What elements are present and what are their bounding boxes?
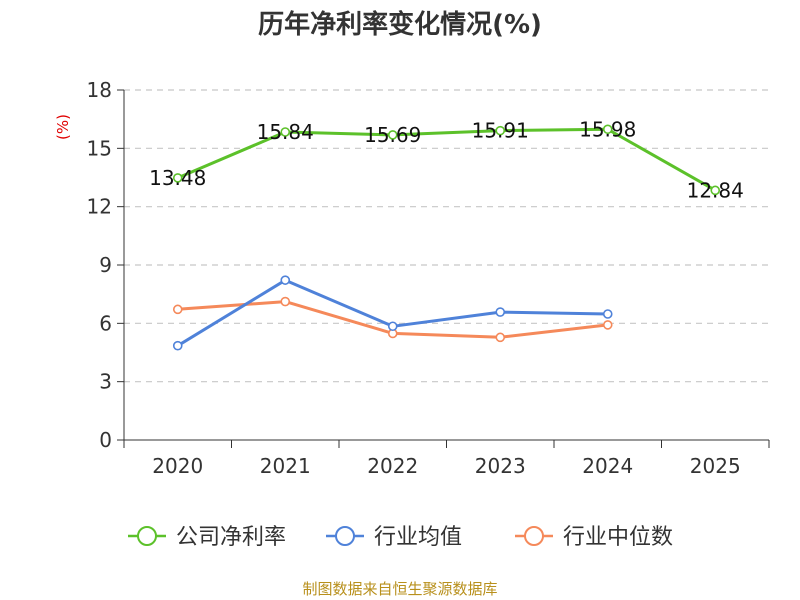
data-point <box>280 275 291 285</box>
data-point <box>172 340 183 351</box>
data-point <box>602 320 613 330</box>
series-lines <box>172 124 721 351</box>
data-labels: 13.48 15.84 15.69 15.91 15.98 12.84 <box>149 117 744 202</box>
data-label: 12.84 <box>687 178 744 202</box>
grid-lines <box>124 89 769 383</box>
data-point <box>280 296 291 307</box>
data-point <box>710 185 721 196</box>
y-tick-label: 6 <box>99 311 112 335</box>
y-tick-label: 12 <box>87 195 112 219</box>
y-tick-label: 0 <box>99 428 112 452</box>
data-point <box>172 304 183 315</box>
data-label: 15.98 <box>579 117 636 141</box>
data-point <box>495 332 506 343</box>
legend-label: 行业中位数 <box>563 525 673 550</box>
data-label: 15.69 <box>364 123 421 147</box>
data-point <box>280 127 291 137</box>
chart-title: 历年净利率变化情况(%) <box>258 9 542 40</box>
data-label: 15.91 <box>472 119 529 143</box>
legend-item[interactable]: 行业中位数 <box>515 525 673 550</box>
legend-label: 行业均值 <box>374 525 462 550</box>
y-tick-label: 3 <box>99 370 112 394</box>
source-note: 制图数据来自恒生聚源数据库 <box>302 580 497 598</box>
data-point <box>602 124 613 135</box>
legend-marker-icon <box>524 526 544 546</box>
legend-label: 公司净利率 <box>176 525 286 550</box>
y-tick-label: 9 <box>99 253 112 277</box>
axes: 0 3 6 9 12 15 18 2020 2021 2022 2023 2024 2025 <box>87 78 770 478</box>
data-label: 13.48 <box>149 166 206 190</box>
data-point <box>387 130 398 140</box>
x-tick-label: 2024 <box>582 454 633 478</box>
x-tick-label: 2025 <box>690 454 741 478</box>
legend[interactable]: 公司净利率 行业均值 行业中位数 <box>128 525 673 550</box>
y-tick-label: 18 <box>87 78 112 102</box>
data-point <box>387 321 398 332</box>
y-tick-label: 15 <box>87 136 112 160</box>
data-point <box>602 309 613 319</box>
legend-marker-icon <box>137 526 157 546</box>
x-tick-label: 2020 <box>152 454 203 478</box>
x-tick-label: 2023 <box>475 454 526 478</box>
y-axis-unit-label: (%) <box>54 114 72 140</box>
legend-item[interactable]: 公司净利率 <box>128 525 286 550</box>
data-label: 15.84 <box>257 120 314 144</box>
data-point <box>495 125 506 136</box>
x-tick-label: 2022 <box>367 454 418 478</box>
x-tick-label: 2021 <box>260 454 311 478</box>
data-point <box>172 173 183 183</box>
data-point <box>495 307 506 317</box>
legend-item[interactable]: 行业均值 <box>326 525 462 550</box>
legend-marker-icon <box>335 526 355 546</box>
series-line <box>177 127 717 192</box>
